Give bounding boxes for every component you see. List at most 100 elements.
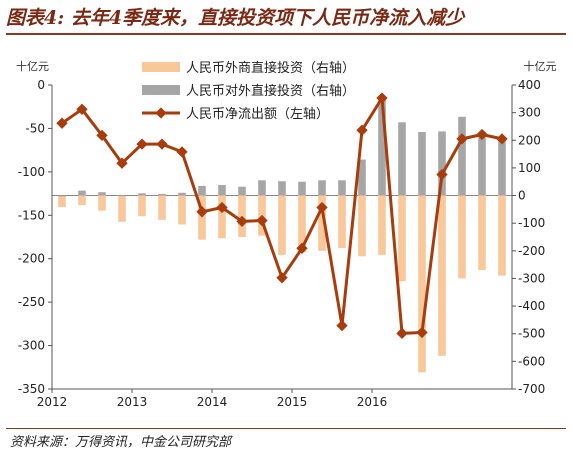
left-axis-unit-label: 十亿元 <box>16 59 49 73</box>
legend-swatch-outward-odi <box>142 85 180 95</box>
inward-fdi-bar <box>138 195 146 217</box>
inward-fdi-bar <box>118 195 126 222</box>
net-flow-point <box>336 319 348 332</box>
right-axis-tick-label: -500 <box>518 327 545 341</box>
left-axis-tick-label: 0 <box>37 78 45 92</box>
net-flow-point <box>156 138 168 150</box>
inward-fdi-bar <box>358 195 366 257</box>
net-flow-point <box>456 133 468 145</box>
net-flow-point <box>296 242 308 254</box>
inward-fdi-bar <box>458 195 466 279</box>
legend: 人民币外商直接投资（右轴） 人民币对外直接投资（右轴） 人民币净流出额（左轴） <box>142 60 355 122</box>
right-axis-tick-label: -200 <box>518 244 545 258</box>
source-rule <box>6 428 566 429</box>
left-axis-tick-label: -200 <box>18 252 45 266</box>
net-flow-point <box>196 206 208 218</box>
x-axis-year-label: 2015 <box>277 395 308 409</box>
inward-fdi-bar <box>278 195 286 255</box>
right-axis-tick-label: -600 <box>518 354 545 368</box>
inward-fdi-bar <box>318 195 326 251</box>
left-axis-tick-label: -250 <box>18 295 45 309</box>
outward-odi-bar <box>158 193 166 196</box>
net-flow-point <box>316 201 328 214</box>
outward-odi-bar <box>338 180 346 196</box>
left-axis-tick-label: -300 <box>18 339 45 353</box>
net-flow-point <box>496 133 508 145</box>
inward-fdi-bar <box>378 195 386 255</box>
outward-odi-bar <box>398 122 406 196</box>
left-axis-tick-label: -50 <box>25 121 45 135</box>
inward-fdi-bar <box>398 195 406 282</box>
legend-swatch-inward-fdi <box>142 62 180 72</box>
outward-odi-bar <box>498 137 506 196</box>
outward-odi-bar <box>258 180 266 196</box>
net-flow-point <box>236 215 248 228</box>
net-flow-point <box>136 138 148 150</box>
outward-odi-bar <box>358 159 366 196</box>
right-axis-tick-label: 100 <box>518 161 541 175</box>
right-axis-tick-label: 400 <box>518 78 541 92</box>
net-flow-point <box>476 128 488 141</box>
left-axis-tick-label: -150 <box>18 208 45 222</box>
bars-layer <box>58 97 506 373</box>
legend-label-inward-fdi: 人民币外商直接投资（右轴） <box>186 60 355 76</box>
inward-fdi-bar <box>158 195 166 220</box>
inward-fdi-bar <box>198 195 206 240</box>
title-rule <box>6 33 566 35</box>
inward-fdi-bar <box>98 195 106 211</box>
right-axis-tick-label: 200 <box>518 133 541 147</box>
legend-swatch-net-flow-marker <box>155 107 167 119</box>
left-axis-tick-label: -100 <box>18 165 45 179</box>
inward-fdi-bar <box>418 195 426 373</box>
source-note: 资料来源：万得资讯，中金公司研究部 <box>10 435 232 450</box>
right-axis-tick-label: -700 <box>518 382 545 396</box>
outward-odi-bar <box>58 195 66 197</box>
inward-fdi-bar <box>498 195 506 276</box>
outward-odi-bar <box>118 195 126 196</box>
line-layer <box>56 92 508 340</box>
outward-odi-bar <box>238 186 246 196</box>
x-axis-year-label: 2014 <box>197 395 228 409</box>
inward-fdi-bar <box>478 195 486 271</box>
right-axis-tick-label: 0 <box>518 189 526 203</box>
axes-layer: 0 -50 -100 -150 -200 -250 -300 -350 400 300 200 100… <box>18 78 545 409</box>
inward-fdi-bar <box>438 195 446 356</box>
right-axis-tick-label: -100 <box>518 216 545 230</box>
outward-odi-bar <box>298 181 306 196</box>
x-axis-year-label: 2013 <box>117 395 148 409</box>
inward-fdi-bar <box>78 195 86 206</box>
x-axis-year-label: 2012 <box>37 395 68 409</box>
outward-odi-bar <box>278 181 286 196</box>
outward-odi-bar <box>418 132 426 196</box>
outward-odi-bar <box>198 185 206 196</box>
outward-odi-bar <box>458 116 466 196</box>
right-axis-tick-label: -300 <box>518 271 545 285</box>
net-flow-point <box>416 326 428 339</box>
right-axis-unit-label: 十亿元 <box>524 59 557 73</box>
inward-fdi-bar <box>58 195 66 208</box>
x-axis-year-label: 2016 <box>357 395 388 409</box>
left-axis-tick-label: -350 <box>18 382 45 396</box>
outward-odi-bar <box>478 132 486 196</box>
net-flow-point <box>276 272 288 284</box>
outward-odi-bar <box>78 190 86 196</box>
outward-odi-bar <box>438 131 446 196</box>
outward-odi-bar <box>378 97 386 196</box>
net-flow-point <box>396 327 408 340</box>
inward-fdi-bar <box>338 195 346 248</box>
right-axis-tick-label: -400 <box>518 299 545 313</box>
outward-odi-bar <box>98 192 106 196</box>
net-flow-point <box>436 168 448 181</box>
legend-label-outward-odi: 人民币对外直接投资（右轴） <box>186 83 355 99</box>
net-flow-point <box>176 146 188 158</box>
inward-fdi-bar <box>298 195 306 253</box>
outward-odi-bar <box>318 180 326 196</box>
net-flow-point <box>216 201 228 214</box>
outward-odi-bar <box>138 193 146 196</box>
inward-fdi-bar <box>178 195 186 225</box>
figure-title: 图表4: 去年4季度来，直接投资项下人民币净流入减少 <box>6 7 465 29</box>
outward-odi-bar <box>178 192 186 196</box>
right-axis-tick-label: 300 <box>518 106 541 120</box>
outward-odi-bar <box>218 185 226 196</box>
